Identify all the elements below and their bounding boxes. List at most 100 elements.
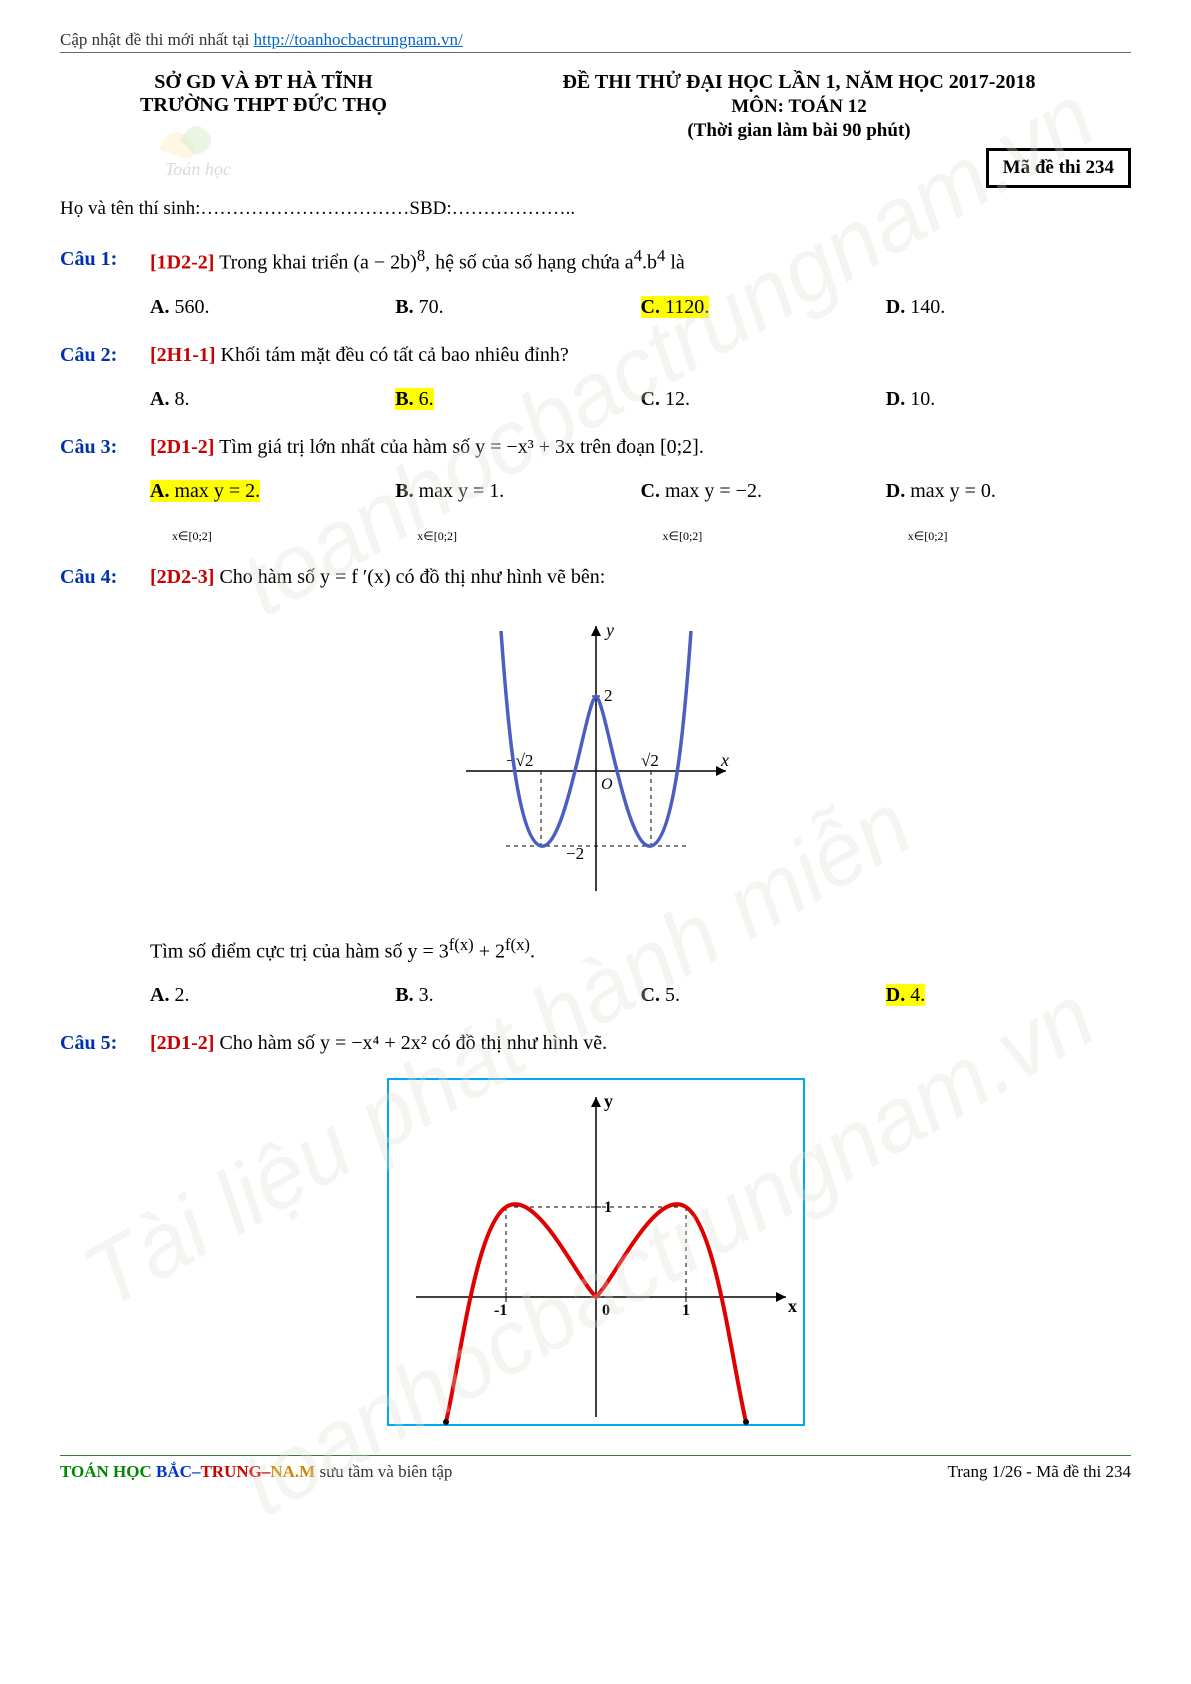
q2-options: A. 8. B. 6. C. 12. D. 10. (150, 380, 1131, 418)
q5-code: [2D1-2] (150, 1032, 214, 1054)
q1-text3: .b (642, 252, 657, 274)
q2-D-text: 10. (910, 388, 935, 410)
header-org2: TRƯỜNG THPT ĐỨC THỌ (60, 94, 467, 117)
q1-B-text: 70. (419, 296, 444, 318)
footer-brand2: BẮC (156, 1462, 192, 1481)
q3-code: [2D1-2] (150, 436, 214, 458)
q4-A-text: 2. (174, 984, 189, 1006)
q4-optB: B. 3. (395, 976, 640, 1014)
q4-sub-main: Tìm số điểm cực trị của hàm số y = 3 (150, 940, 449, 962)
footer: TOÁN HỌC BẮC–TRUNG–NA.M sưu tầm và biên … (60, 1455, 1131, 1482)
q3-B-text: max y = 1. (419, 480, 505, 502)
q5-graph: y x 0 1 -1 1 (60, 1077, 1131, 1440)
q1-text1: Trong khai triển (a − 2b) (214, 252, 416, 274)
q5-x-label: x (788, 1296, 797, 1316)
q4-tick-negsqrt2: −√2 (506, 751, 533, 770)
q3-text: Tìm giá trị lớn nhất của hàm số y = −x³ … (214, 436, 703, 458)
q4-optA: A. 2. (150, 976, 395, 1014)
q2-optD: D. 10. (886, 380, 1131, 418)
exam-code-box: Mã đề thi 234 (986, 148, 1131, 188)
q3-options: A. max y = 2.x∈[0;2] B. max y = 1.x∈[0;2… (150, 472, 1131, 548)
q2-optA: A. 8. (150, 380, 395, 418)
q4-code: [2D2-3] (150, 566, 214, 588)
q1-optC: C. 1120. (641, 288, 886, 326)
q5-tick-1: 1 (682, 1302, 690, 1319)
q3-C-text: max y = −2. (665, 480, 762, 502)
q4-origin: O (601, 776, 613, 793)
q4-graph: y x O 2 −2 −√2 √2 (60, 611, 1131, 914)
q5-origin: 0 (602, 1302, 610, 1319)
q4-text: Cho hàm số y = f ′(x) có đồ thị như hình… (214, 566, 605, 588)
q4-x-label: x (720, 750, 729, 770)
footer-left: TOÁN HỌC BẮC–TRUNG–NA.M sưu tầm và biên … (60, 1462, 452, 1482)
q3-C-sub: x∈[0;2] (663, 529, 703, 543)
q4-tick-2: 2 (604, 686, 613, 705)
q3-label: Câu 3: (60, 428, 150, 466)
question-3: Câu 3: [2D1-2] Tìm giá trị lớn nhất của … (60, 428, 1131, 466)
header-subject: MÔN: TOÁN 12 (467, 96, 1131, 118)
q4-sub-exp1: f(x) (449, 935, 474, 954)
q2-A-text: 8. (174, 388, 189, 410)
footer-brand3: TRUNG (200, 1462, 261, 1481)
q5-text: Cho hàm số y = −x⁴ + 2x² có đồ thị như h… (214, 1032, 607, 1054)
q3-D-text: max y = 0. (910, 480, 996, 502)
q1-exp1: 8 (417, 246, 425, 265)
header: SỞ GD VÀ ĐT HÀ TĨNH TRƯỜNG THPT ĐỨC THỌ … (60, 71, 1131, 142)
header-org1: SỞ GD VÀ ĐT HÀ TĨNH (60, 71, 467, 94)
q1-optD: D. 140. (886, 288, 1131, 326)
q2-optB: B. 6. (395, 380, 640, 418)
q3-D-sub: x∈[0;2] (908, 529, 948, 543)
footer-right: Trang 1/26 - Mã đề thi 234 (947, 1462, 1131, 1482)
q3-optD: D. max y = 0.x∈[0;2] (886, 472, 1131, 548)
question-1: Câu 1: [1D2-2] Trong khai triển (a − 2b)… (60, 240, 1131, 282)
q4-C-text: 5. (665, 984, 680, 1006)
q1-A-text: 560. (174, 296, 209, 318)
q3-B-sub: x∈[0;2] (417, 529, 457, 543)
q4-tick-neg2: −2 (566, 844, 584, 863)
question-2: Câu 2: [2H1-1] Khối tám mặt đều có tất c… (60, 336, 1131, 374)
q5-tick-neg1: -1 (494, 1302, 507, 1319)
q3-A-text: max y = 2. (174, 480, 260, 502)
q1-text2: , hệ số của số hạng chứa a (425, 252, 634, 274)
q1-optB: B. 70. (395, 288, 640, 326)
footer-brand1: TOÁN HỌC (60, 1462, 156, 1481)
q4-y-label: y (604, 620, 614, 640)
top-link-url[interactable]: http://toanhocbactrungnam.vn/ (254, 30, 463, 49)
q4-D-text: 4. (910, 984, 925, 1006)
candidate-line: Họ và tên thí sinh:……………………………SBD:………………… (60, 198, 1131, 220)
q2-text: Khối tám mặt đều có tất cả bao nhiêu đỉn… (216, 344, 569, 366)
header-title: ĐỀ THI THỬ ĐẠI HỌC LẦN 1, NĂM HỌC 2017-2… (467, 71, 1131, 94)
footer-brand4: NA.M (270, 1462, 315, 1481)
q2-label: Câu 2: (60, 336, 150, 374)
question-5: Câu 5: [2D1-2] Cho hàm số y = −x⁴ + 2x² … (60, 1024, 1131, 1062)
q4-tick-sqrt2: √2 (641, 751, 659, 770)
question-4: Câu 4: [2D2-3] Cho hàm số y = f ′(x) có … (60, 558, 1131, 596)
q3-optB: B. max y = 1.x∈[0;2] (395, 472, 640, 548)
q4-label: Câu 4: (60, 558, 150, 596)
top-link-bar: Cập nhật đề thi mới nhất tại http://toan… (60, 30, 1131, 53)
q1-exp2: 4 (634, 246, 642, 265)
q4-optC: C. 5. (641, 976, 886, 1014)
q4-B-text: 3. (419, 984, 434, 1006)
q2-optC: C. 12. (641, 380, 886, 418)
q2-B-text: 6. (419, 388, 434, 410)
q3-optA: A. max y = 2.x∈[0;2] (150, 472, 395, 548)
q3-A-sub: x∈[0;2] (172, 529, 212, 543)
q1-text4: là (665, 252, 684, 274)
q2-code: [2H1-1] (150, 344, 216, 366)
q4-sub-exp2: f(x) (505, 935, 530, 954)
q4-subtext: Tìm số điểm cực trị của hàm số y = 3f(x)… (150, 929, 1131, 971)
q3-optC: C. max y = −2.x∈[0;2] (641, 472, 886, 548)
q1-label: Câu 1: (60, 240, 150, 282)
q1-code: [1D2-2] (150, 252, 214, 274)
svg-text:Toán học: Toán học (165, 159, 231, 179)
q1-optA: A. 560. (150, 288, 395, 326)
q2-C-text: 12. (665, 388, 690, 410)
q5-y-label: y (604, 1091, 613, 1111)
top-link-prefix: Cập nhật đề thi mới nhất tại (60, 30, 254, 49)
q4-optD: D. 4. (886, 976, 1131, 1014)
q4-options: A. 2. B. 3. C. 5. D. 4. (150, 976, 1131, 1014)
q5-label: Câu 5: (60, 1024, 150, 1062)
q1-C-text: 1120. (665, 296, 709, 318)
q1-options: A. 560. B. 70. C. 1120. D. 140. (150, 288, 1131, 326)
